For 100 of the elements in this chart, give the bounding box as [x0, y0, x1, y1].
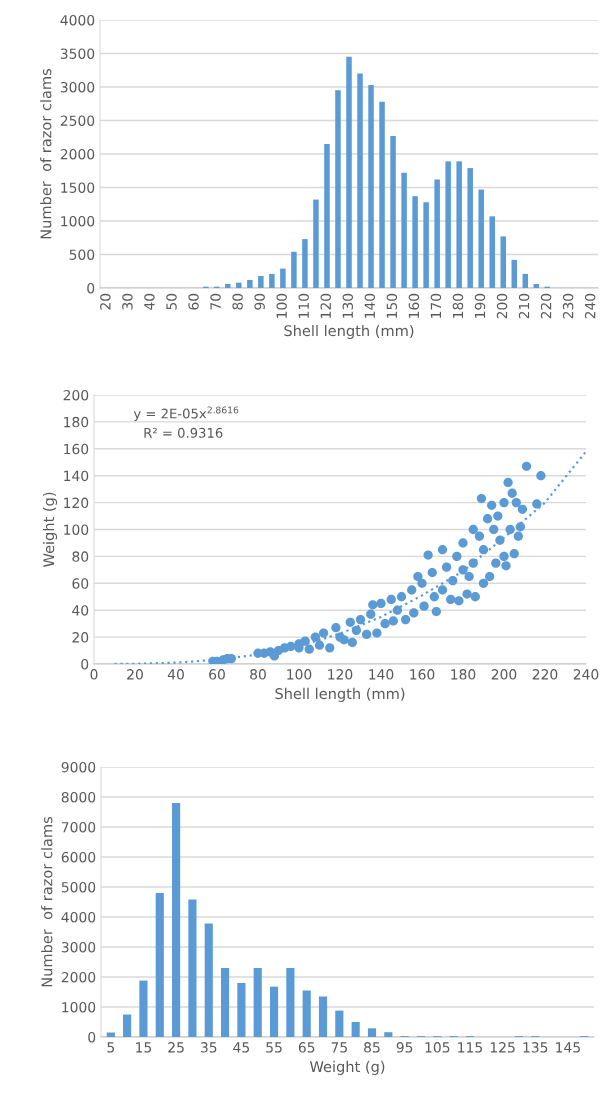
x-tick-label: 180 [451, 669, 476, 680]
x-tick-label: 125 [490, 1042, 515, 1053]
y-tick-label: 40 [72, 605, 89, 616]
bar [346, 56, 352, 288]
bar [324, 143, 330, 288]
x-tick-label: 220 [540, 293, 552, 319]
bar [357, 73, 363, 288]
x-tick-label: 80 [250, 669, 266, 680]
y-tick-label: 0 [88, 1031, 96, 1043]
bar [291, 251, 297, 288]
x-tick-label: 40 [167, 669, 184, 680]
y-axis-title: Number of razor clams [40, 68, 52, 239]
y-tick-label: 8000 [61, 791, 96, 803]
x-tick-label: 20 [127, 669, 143, 680]
x-tick-label: 35 [200, 1042, 217, 1053]
y-axis-title: Number of razor clams [41, 816, 53, 987]
bar [412, 196, 418, 288]
x-tick-label: 210 [518, 293, 530, 319]
bar [379, 101, 385, 288]
bar [258, 275, 264, 288]
y-tick-label: 80 [72, 551, 89, 562]
y-tick-label: 9000 [61, 761, 96, 773]
bar [172, 803, 181, 1037]
x-tick-label: 240 [584, 293, 596, 319]
y-tick-label: 1000 [61, 215, 95, 227]
bar [351, 1022, 360, 1037]
bar [434, 179, 440, 288]
x-tick-label: 130 [342, 293, 354, 318]
y-tick-label: 2000 [60, 148, 95, 160]
x-tick-label: 20 [100, 293, 111, 310]
bar [225, 283, 231, 288]
bar [335, 1010, 344, 1037]
x-tick-label: 80 [232, 293, 243, 310]
y-tick-label: 7000 [61, 821, 96, 833]
x-tick-label: 120 [328, 669, 353, 680]
bar [253, 968, 262, 1037]
bar [522, 273, 529, 288]
bar [384, 1032, 393, 1037]
x-tick-label: 50 [166, 293, 177, 310]
y-tick-label: 180 [64, 416, 89, 428]
x-tick-label: 45 [233, 1042, 250, 1053]
y-tick-label: 500 [69, 249, 95, 260]
x-axis-title: Weight (g) [309, 1060, 385, 1075]
annotation: R² = 0.9316 [144, 427, 223, 438]
y-tick-label: 1000 [62, 1001, 96, 1013]
bar [445, 161, 451, 288]
x-tick-label: 140 [369, 669, 394, 680]
y-tick-label: 1500 [61, 182, 95, 193]
bar [269, 986, 279, 1037]
x-tick-label: 170 [430, 293, 442, 318]
bar [489, 216, 495, 288]
x-tick-label: 95 [396, 1042, 413, 1053]
x-tick-label: 60 [188, 293, 199, 310]
bar [236, 282, 242, 288]
x-tick-label: 120 [320, 293, 331, 318]
x-tick-label: 200 [491, 669, 517, 680]
bar [511, 259, 518, 288]
x-tick-label: 40 [144, 293, 155, 310]
bar [139, 980, 148, 1037]
y-tick-label: 140 [64, 470, 89, 482]
x-tick-label: 55 [266, 1042, 282, 1053]
bar [302, 990, 311, 1037]
x-tick-label: 15 [136, 1042, 152, 1053]
x-tick-label: 190 [474, 293, 486, 318]
x-tick-label: 140 [364, 293, 376, 318]
x-tick-label: 230 [562, 293, 574, 319]
y-tick-label: 3500 [60, 48, 95, 59]
x-tick-label: 220 [532, 669, 558, 680]
y-tick-label: 6000 [61, 851, 96, 863]
bar [500, 236, 506, 288]
line-series [113, 450, 586, 664]
y-tick-label: 2500 [60, 115, 95, 126]
bar [286, 968, 295, 1037]
x-tick-label: 135 [523, 1042, 548, 1053]
bar [280, 268, 286, 288]
x-tick-label: 90 [254, 293, 265, 310]
bar [467, 168, 473, 288]
bar [368, 84, 374, 288]
y-tick-label: 60 [72, 578, 89, 589]
y-axis-title: Weight (g) [42, 492, 58, 568]
x-tick-label: 105 [425, 1042, 450, 1053]
bar [188, 899, 197, 1037]
x-tick-label: 100 [287, 669, 312, 680]
x-tick-label: 5 [107, 1042, 114, 1053]
y-tick-label: 4000 [60, 14, 95, 26]
y-tick-label: 0 [87, 282, 95, 294]
bar [313, 199, 319, 288]
x-tick-label: 75 [331, 1042, 347, 1053]
x-tick-label: 240 [573, 669, 599, 680]
bar [367, 1028, 377, 1037]
x-tick-label: 60 [209, 669, 225, 680]
bar [220, 968, 230, 1037]
y-tick-label: 0 [81, 658, 89, 670]
x-tick-label: 150 [386, 293, 398, 318]
bar [478, 189, 484, 288]
y-tick-label: 100 [64, 524, 89, 535]
bar [204, 923, 213, 1037]
bar [335, 90, 341, 288]
x-tick-label: 30 [122, 293, 133, 310]
bar [155, 893, 164, 1037]
